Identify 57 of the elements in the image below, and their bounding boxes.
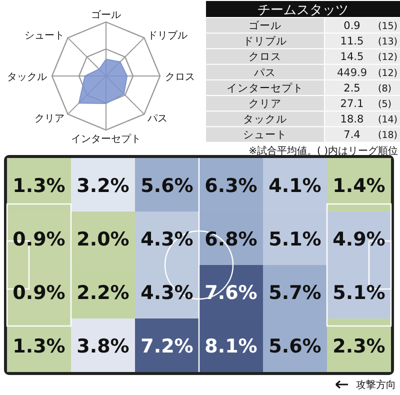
data-label: 449.9 [336, 66, 368, 79]
data-label: 14.5 [340, 51, 364, 64]
data-label: 1.3% [12, 174, 66, 197]
spoke-label: ドリブル [148, 29, 188, 42]
category-label: クリア [248, 98, 282, 110]
data-label: 5.7% [268, 282, 322, 304]
data-label: (8) [378, 83, 392, 94]
data-label: 8.1% [204, 335, 258, 358]
data-label: 2.0% [76, 228, 130, 250]
category-label: シュート [243, 129, 287, 142]
data-label: 11.5 [340, 36, 364, 48]
data-label: 2.5 [344, 82, 360, 94]
data-label: 4.9% [332, 228, 386, 250]
data-label: (5) [378, 99, 392, 110]
data-label: 0.9% [12, 282, 66, 304]
data-label: (13) [378, 36, 398, 48]
data-label: 0.9% [12, 228, 66, 250]
spoke-label: クロス [165, 72, 195, 83]
data-label: 3.8% [76, 335, 130, 358]
data-label: (15) [378, 21, 398, 32]
data-label: 18.8 [340, 114, 364, 126]
spoke-label: タックル [7, 72, 47, 83]
category-label: ゴール [248, 20, 282, 32]
data-label: (12) [378, 52, 398, 64]
data-label: 5.6% [140, 174, 194, 197]
data-label: 7.4 [344, 129, 361, 142]
spoke-label: ゴール [91, 9, 121, 21]
category-label: インターセプト [226, 81, 304, 94]
spoke-label: クリア [34, 114, 64, 125]
data-label: 1.4% [332, 174, 386, 197]
category-label: ドリブル [243, 34, 287, 48]
data-label: 2.2% [76, 282, 130, 304]
data-label: 6.8% [204, 228, 258, 250]
text: チームスタッツ [258, 3, 348, 18]
category-label: クロス [248, 51, 282, 64]
data-label: 4.3% [140, 282, 194, 304]
spoke-label: インターセプト [71, 133, 141, 145]
spoke-label: パス [146, 114, 168, 125]
data-label: (12) [378, 68, 398, 79]
data-label: 0.9 [344, 20, 360, 32]
category-label: パス [253, 66, 276, 79]
data-label: (14) [378, 114, 398, 126]
data-label: 5.1% [332, 282, 386, 304]
data-label: 6.3% [204, 174, 258, 197]
category-label: タックル [243, 114, 287, 126]
data-label: 3.2% [76, 174, 130, 197]
data-label: 4.3% [140, 228, 194, 250]
data-label: (18) [378, 130, 398, 142]
text: 攻撃方向 [356, 379, 396, 391]
data-label: 2.3% [332, 335, 386, 358]
data-label: 5.6% [268, 335, 322, 358]
data-label: 7.2% [140, 335, 194, 358]
data-label: 27.1 [340, 98, 364, 110]
spoke-label: シュート [24, 30, 64, 42]
data-label: 4.1% [268, 174, 322, 197]
data-label: 5.1% [268, 228, 322, 250]
data-label: 1.3% [12, 335, 66, 358]
